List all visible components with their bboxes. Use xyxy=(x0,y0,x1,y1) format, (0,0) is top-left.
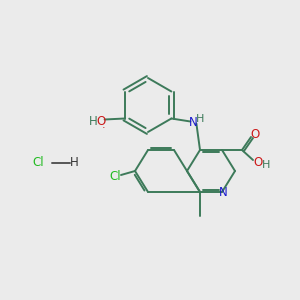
Text: O: O xyxy=(254,157,262,169)
Text: Cl: Cl xyxy=(109,169,121,182)
Text: H: H xyxy=(262,160,270,170)
Text: H: H xyxy=(196,113,205,124)
Text: .: . xyxy=(102,121,105,130)
Text: H: H xyxy=(70,157,78,169)
Text: N: N xyxy=(219,185,227,199)
Text: N: N xyxy=(189,116,198,129)
Text: Cl: Cl xyxy=(32,157,44,169)
Text: O: O xyxy=(96,115,105,128)
Text: H: H xyxy=(89,115,98,128)
Text: O: O xyxy=(250,128,260,140)
